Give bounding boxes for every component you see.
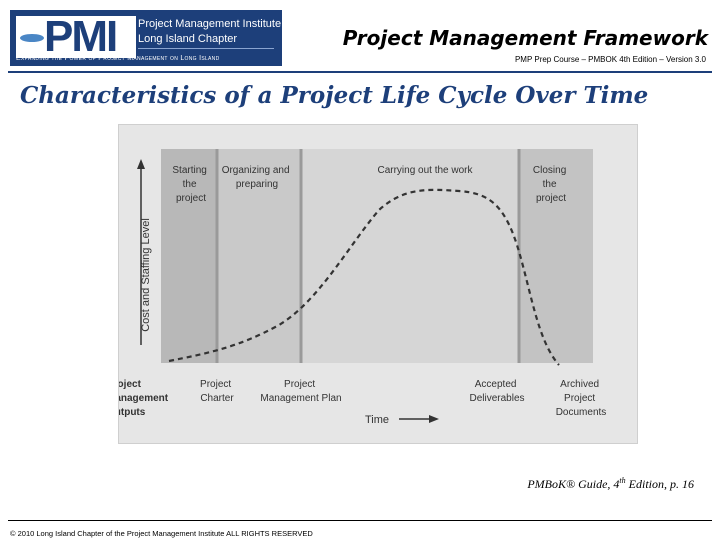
x-axis-arrowhead [429,415,439,423]
header-divider [8,71,712,73]
logo-org-name: Project Management Institute [138,18,282,30]
phase-band-carrying-out [301,149,519,363]
phase-band-closing [519,149,593,363]
pmi-logo: PMI Project Management Institute Long Is… [10,10,282,66]
source-citation: PMBoK® Guide, 4th Edition, p. 16 [527,476,694,491]
output-accepted-deliverables: Accepted Deliverables [469,379,524,404]
phase-band-organizing [217,149,301,363]
life-cycle-diagram: Starting the project Organizing and prep… [118,124,638,444]
logo-divider [138,48,274,49]
pmi-logo-mark: PMI [16,12,136,61]
y-axis-arrowhead [137,159,145,169]
output-project-charter: Project Charter [200,379,234,404]
footer-divider [8,520,712,521]
header-subtitle: PMP Prep Course – PMBOK 4th Edition – Ve… [514,55,706,64]
output-project-management-plan: Project Management Plan [260,379,341,404]
x-axis-label: Time [365,414,389,426]
slide-title: Characteristics of a Project Life Cycle … [20,82,649,109]
logo-tagline: Expanding the Power of Project Managemen… [16,55,220,62]
phase-band-starting [161,149,217,363]
phase-label-closing: Closing the project [533,165,569,204]
life-cycle-svg: Starting the project Organizing and prep… [119,149,607,426]
output-archived-project-documents: Archived Project Documents [556,379,607,418]
header-title: Project Management Framework [342,26,708,50]
outputs-heading: Project Management Outputs [119,379,171,418]
y-axis-label: Cost and Staffing Level [140,218,152,332]
logo-chapter-name: Long Island Chapter [138,33,238,45]
copyright-footer: © 2010 Long Island Chapter of the Projec… [10,529,313,538]
logo-wave-icon [20,34,44,42]
phase-label-carrying-out: Carrying out the work [377,165,473,176]
logo-mark-text: PMI [44,12,118,61]
phase-label-organizing: Organizing and preparing [222,165,293,190]
phase-label-starting: Starting the project [172,165,209,204]
